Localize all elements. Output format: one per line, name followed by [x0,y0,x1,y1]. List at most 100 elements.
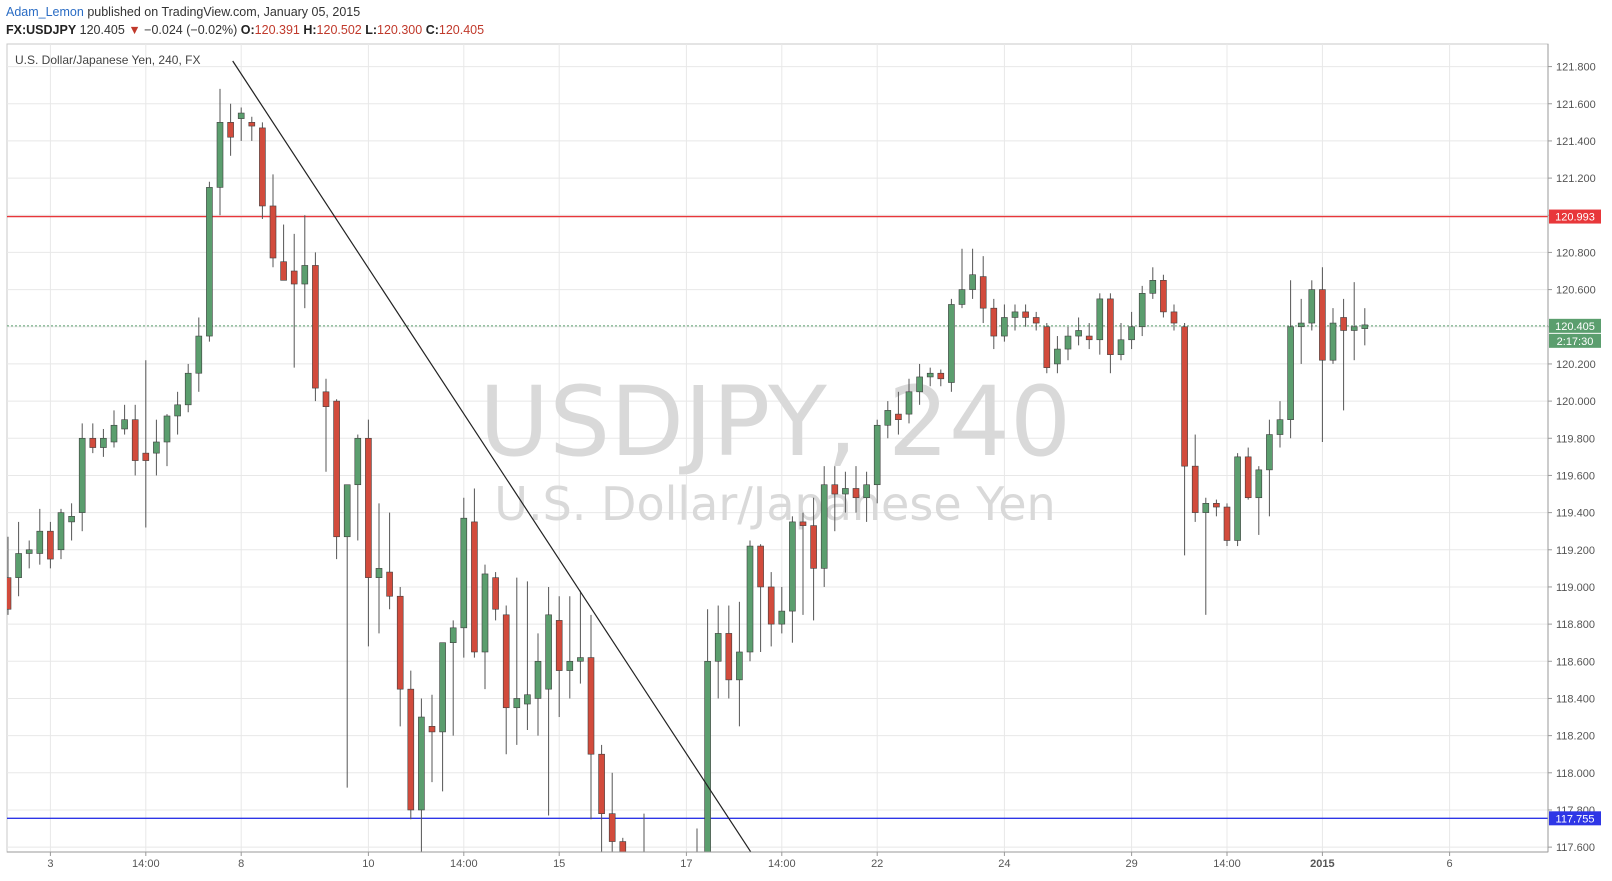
candle-body [1361,324,1369,329]
candle-body [534,660,542,699]
candle [704,609,711,852]
countdown-label-bg [1549,333,1601,348]
candle-body [577,657,584,662]
change-text: −0.024 (−0.02%) [144,23,238,37]
candle-body [863,484,870,499]
candle [555,596,563,718]
candles [7,88,1369,881]
candle [354,434,362,541]
trendline-layer [232,60,752,852]
candle-body [1329,322,1337,361]
candle [842,471,849,513]
candle-body [1276,419,1284,435]
price-tick-label: 121.200 [1556,173,1596,185]
candle-body [1022,311,1029,318]
candle-body [746,545,754,653]
candle [460,497,468,658]
candle [1308,280,1316,331]
candle [375,503,383,634]
publisher-line: Adam_Lemon published on TradingView.com,… [6,5,360,19]
candle [1181,323,1188,556]
candle [386,512,393,610]
candle-body [1308,289,1316,324]
candle [1064,326,1072,361]
candle [1011,304,1019,331]
candle [1138,285,1146,337]
candle [7,536,12,615]
candle-body [25,549,33,554]
candle [1032,311,1040,331]
candle-body [937,372,945,380]
candle [1054,336,1061,374]
published-text: published on TradingView.com, January 05… [87,5,361,19]
candle-body [386,571,393,597]
time-tick-label: 10 [362,858,374,870]
candle [78,423,86,532]
candle [673,875,679,881]
support-label-bg [1549,811,1601,826]
price-tick-label: 121.400 [1556,136,1596,148]
candle [1276,401,1284,448]
candle [524,581,531,731]
candle [746,540,754,662]
low-value: 120.300 [377,23,423,37]
candle-body [492,577,499,610]
candle-body [1107,298,1114,355]
candle-body [831,484,839,495]
candle [68,503,75,541]
candle [608,772,616,852]
time-tick-label: 2015 [1310,858,1334,870]
candle-body [428,726,436,733]
quote-line: FX:USDJPY 120.405 ▼ −0.024 (−0.02%) O:12… [6,23,484,37]
candle-body [1085,335,1093,341]
candle-body [259,127,266,207]
candle-body [725,633,733,681]
candle-body [1001,317,1008,337]
candle-body [1043,326,1051,368]
candle [131,404,139,476]
candle [619,837,627,852]
candle-body [216,122,224,188]
candle [206,181,213,342]
candle [1297,298,1305,364]
candle [799,512,807,615]
candle-body [1096,298,1104,341]
price-axis[interactable]: 117.600117.800118.000118.200118.400118.6… [1547,44,1596,854]
candle [1329,308,1337,364]
close-value: 120.405 [438,23,485,37]
candle [1213,499,1220,517]
time-tick-label: 14:00 [450,858,478,870]
candle [89,423,97,454]
candle [47,521,54,569]
candle [174,391,181,435]
candle-body [630,875,636,881]
candle [449,620,457,736]
candle-body [174,404,181,417]
candle-body [100,437,107,448]
candle [937,369,945,387]
candle-body [418,716,425,811]
candle-body [1340,317,1347,331]
candle-body [248,122,256,127]
time-axis[interactable]: 3 14:00 8 10 14:00 15 17 14:00 22 24 29 14:00 2015 6 [7,851,1548,870]
candle [1340,298,1347,411]
candle [757,544,764,652]
candle-body [852,488,860,499]
candle-body [958,289,966,305]
candle [990,298,998,350]
high-value: 120.502 [316,23,362,37]
author-link[interactable]: Adam_Lemon [6,5,84,19]
time-tick-label: 6 [1447,858,1453,870]
candle [481,564,489,690]
candle-body [47,530,54,560]
price-tick-label: 120.800 [1556,247,1596,259]
time-tick-label: 15 [553,858,565,870]
candle [587,614,595,820]
price-labels: 120.993 117.755 120.405 2:17:30 [1549,209,1601,826]
open-label: O: [240,23,255,37]
candle [184,363,192,413]
candle [767,572,775,647]
candle-body [704,660,711,852]
candle-body [619,841,627,852]
